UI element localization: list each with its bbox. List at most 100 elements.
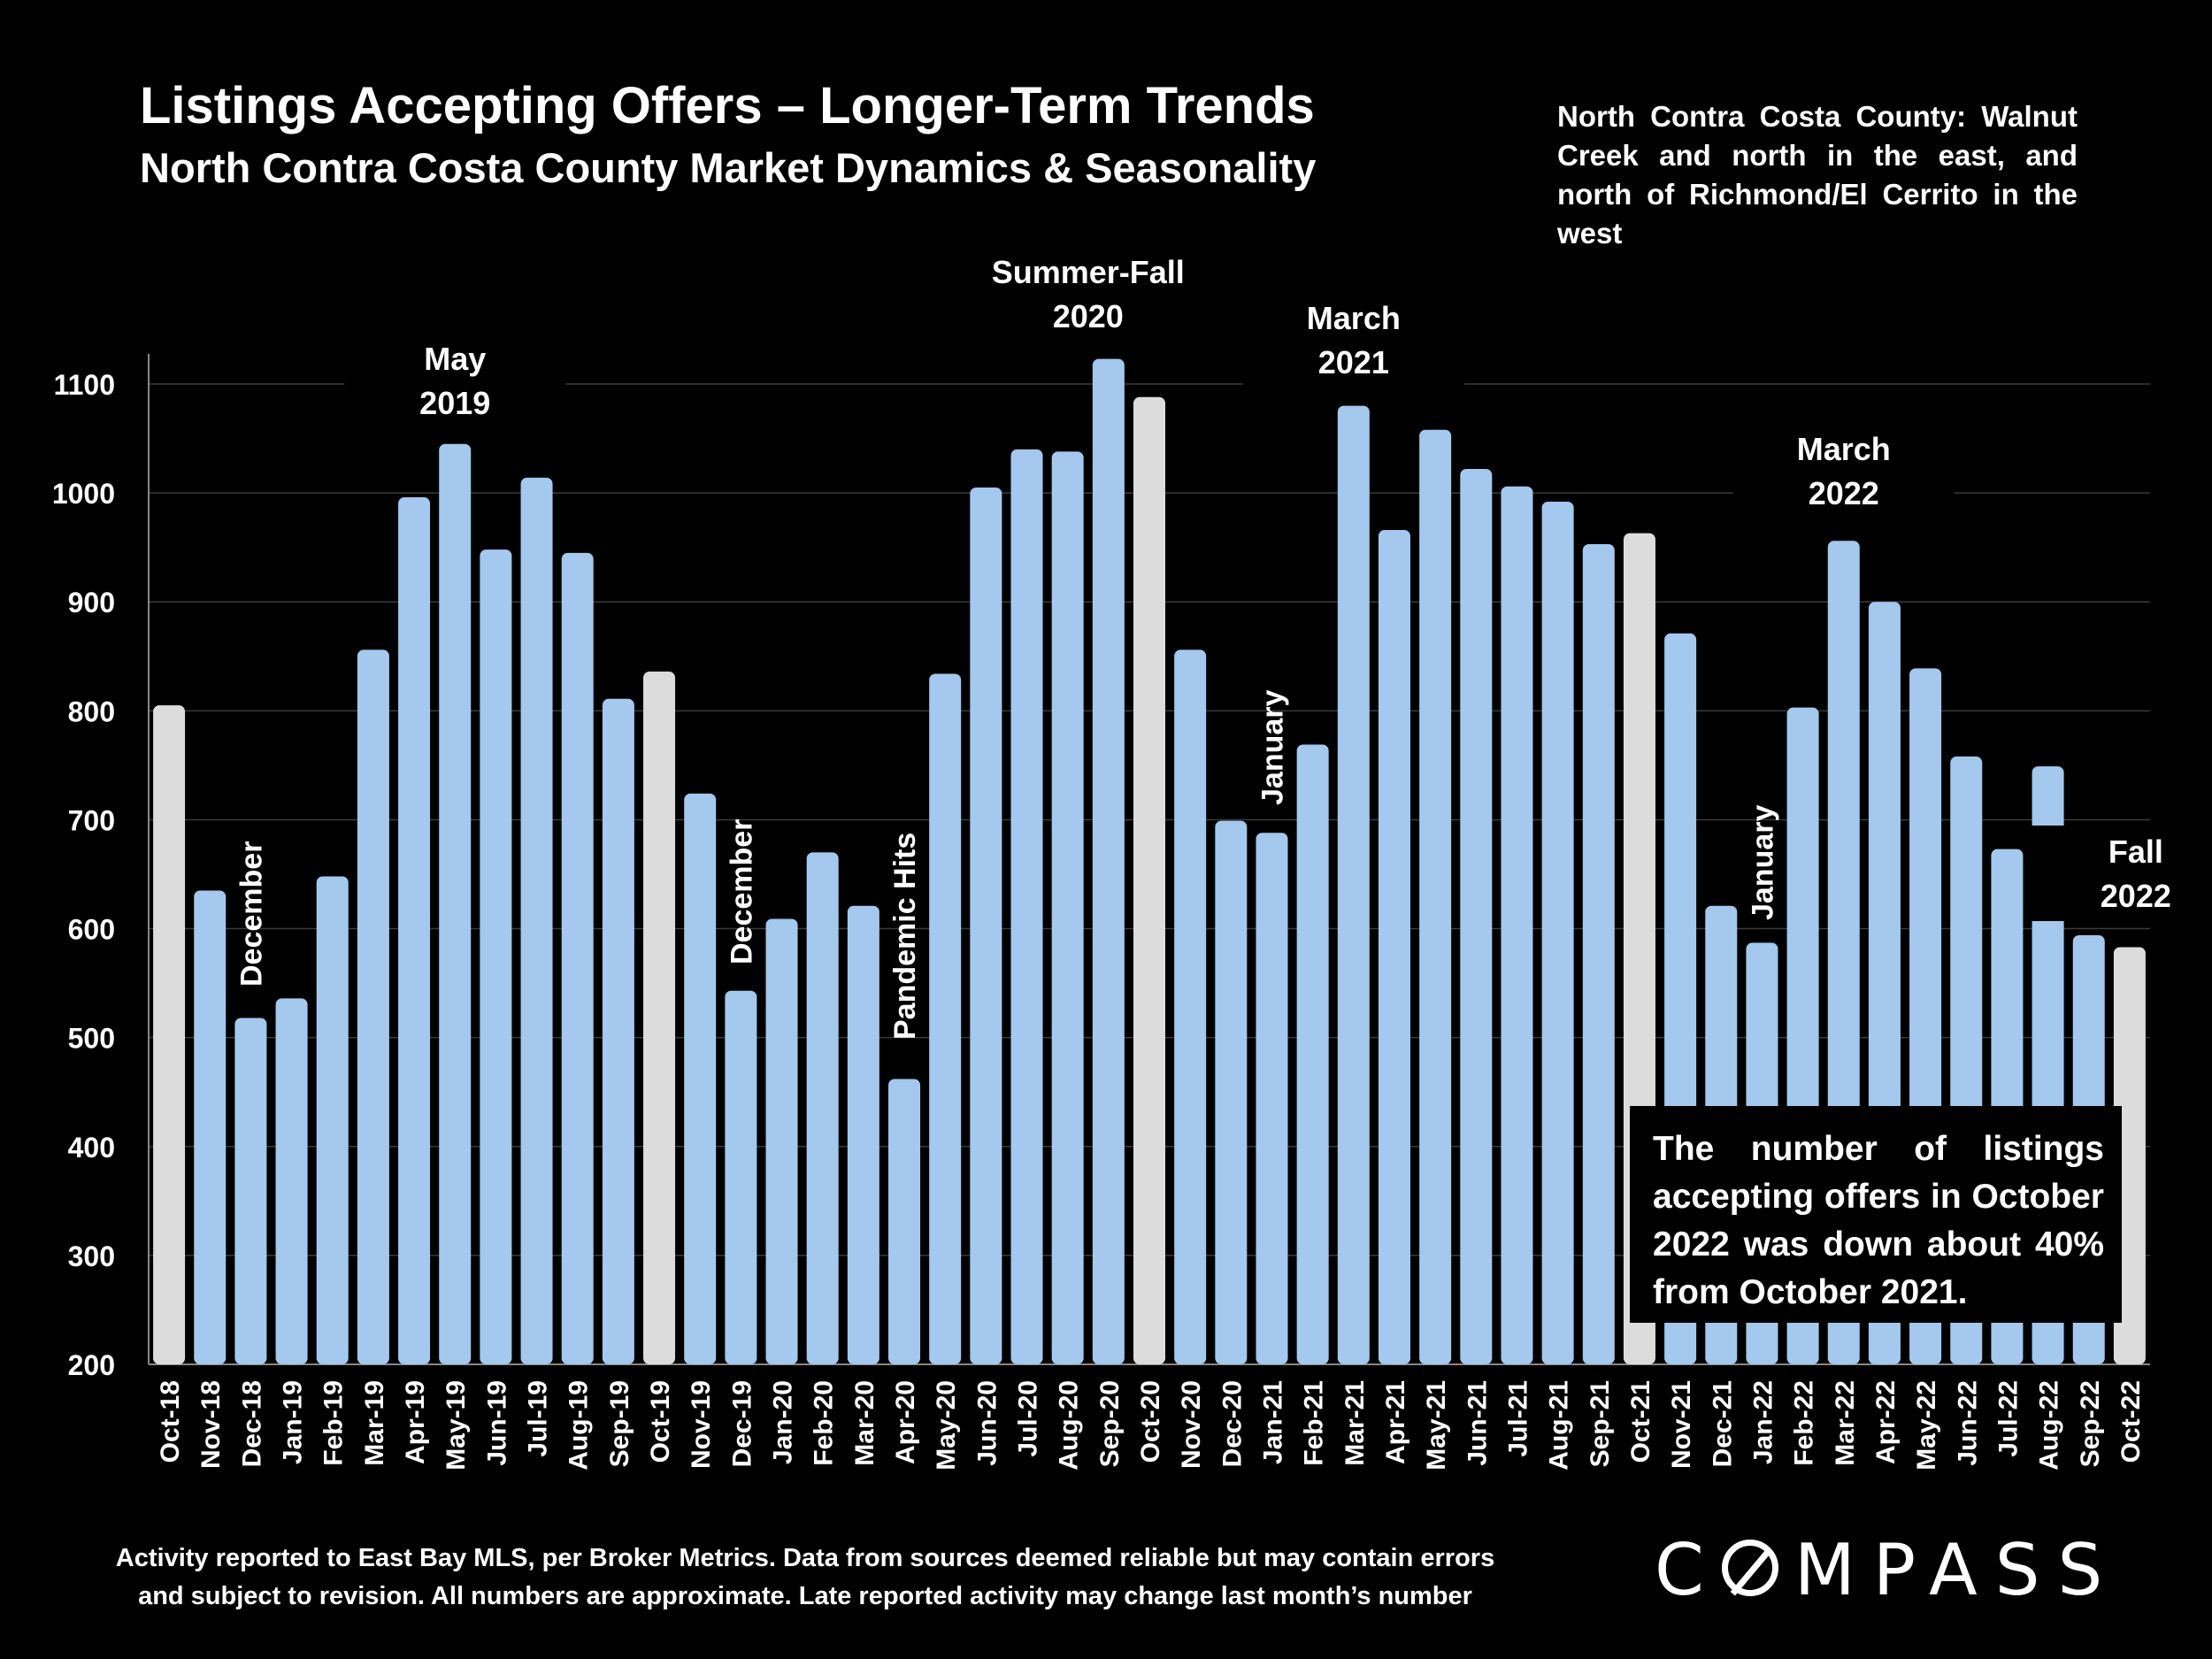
x-tick-label: Oct-19 [646, 1380, 675, 1463]
bar-aug-19 [561, 552, 594, 1364]
y-tick-label: 500 [68, 1023, 115, 1055]
x-tick-label: Aug-22 [2035, 1380, 2064, 1471]
x-tick-label: Jul-21 [1503, 1380, 1532, 1457]
bar-jun-20 [970, 487, 1002, 1364]
annotation-label: January [1746, 805, 1779, 920]
annotation-label: 2020 [1053, 298, 1124, 334]
bar-feb-21 [1296, 744, 1329, 1364]
annotation-label: 2019 [419, 385, 490, 421]
x-tick-label: Jun-21 [1463, 1380, 1492, 1466]
annotation-label: March [1797, 431, 1891, 467]
annotation-backing [344, 333, 566, 428]
bar-jan-21 [1256, 833, 1288, 1364]
bar-oct-19 [643, 672, 676, 1364]
x-tick-label: Sep-21 [1586, 1380, 1615, 1467]
bar-mar-20 [847, 905, 879, 1364]
x-tick-label: Mar-19 [360, 1380, 389, 1466]
region-note: North Contra Costa County: Walnut Creek … [1557, 100, 2078, 250]
x-tick-label: Feb-22 [1790, 1380, 1819, 1466]
bar-dec-19 [725, 990, 757, 1364]
y-tick-label: 900 [68, 587, 115, 618]
x-tick-label: Dec-21 [1708, 1380, 1737, 1467]
x-tick-label: Oct-18 [156, 1380, 185, 1463]
bar-may-20 [929, 673, 962, 1364]
x-tick-label: Jan-19 [279, 1380, 308, 1464]
x-tick-label: Nov-18 [196, 1380, 226, 1469]
x-tick-label: Oct-22 [2116, 1380, 2146, 1463]
x-tick-label: May-20 [932, 1380, 961, 1471]
y-tick-label: 1000 [52, 478, 115, 510]
bar-apr-19 [398, 497, 431, 1364]
y-tick-label: 800 [68, 695, 115, 727]
x-tick-label: Aug-21 [1545, 1380, 1574, 1471]
bar-mar-21 [1337, 405, 1370, 1365]
x-tick-label: Sep-20 [1095, 1380, 1125, 1467]
x-tick-label: Nov-20 [1177, 1380, 1206, 1469]
bar-sep-19 [602, 698, 634, 1364]
x-tick-label: Dec-19 [727, 1380, 757, 1467]
x-tick-label: May-22 [1912, 1380, 1941, 1471]
x-tick-label: Oct-20 [1136, 1380, 1165, 1463]
annotation-label: 2022 [2101, 878, 2171, 914]
source-note-line-1: Activity reported to East Bay MLS, per B… [115, 1544, 1495, 1572]
y-tick-label: 200 [68, 1349, 115, 1381]
x-tick-label: May-21 [1422, 1380, 1451, 1471]
y-tick-label: 400 [68, 1132, 115, 1164]
x-tick-label: Apr-19 [401, 1380, 430, 1464]
bar-chart: 200 300 400 500 600 700 800 900 1000 1100 Oct-18 No… [51, 254, 2212, 1471]
y-tick-label: 300 [68, 1240, 115, 1272]
x-tick-label: Mar-21 [1340, 1380, 1370, 1466]
chart-subtitle: North Contra Costa County Market Dynamic… [140, 144, 1317, 191]
x-tick-label: Jul-22 [1993, 1380, 2023, 1457]
bar-apr-20 [888, 1079, 921, 1364]
x-tick-label: Apr-20 [891, 1380, 920, 1464]
bar-sep-20 [1092, 358, 1125, 1364]
source-note-line-2: and subject to revision. All numbers are… [138, 1582, 1472, 1610]
bar-dec-20 [1215, 820, 1248, 1364]
bar-jul-20 [1010, 449, 1043, 1364]
x-tick-label: Nov-19 [687, 1380, 716, 1469]
annotation-backing [2024, 826, 2212, 921]
bar-nov-18 [194, 890, 227, 1364]
annotation-label: 2022 [1809, 475, 1879, 511]
y-tick-label: 600 [68, 914, 115, 946]
y-tick-label: 700 [68, 804, 115, 836]
bar-oct-20 [1133, 396, 1166, 1365]
bar-jan-19 [275, 998, 308, 1364]
logo-c: C [1655, 1529, 1722, 1611]
bar-oct-18 [153, 705, 186, 1364]
x-tick-label: Apr-22 [1871, 1380, 1901, 1464]
x-tick-label: Jan-21 [1258, 1380, 1287, 1464]
annotation-backing [1242, 292, 1464, 388]
bar-aug-20 [1051, 451, 1084, 1365]
chart-title: Listings Accepting Offers – Longer-Term … [140, 77, 1315, 134]
x-tick-label: Nov-21 [1667, 1380, 1696, 1469]
bar-sep-21 [1582, 543, 1615, 1364]
x-tick-label: Oct-21 [1626, 1380, 1655, 1463]
x-tick-label: Feb-20 [810, 1380, 839, 1466]
x-tick-label: May-19 [442, 1380, 471, 1471]
x-tick-label: Dec-20 [1217, 1380, 1247, 1467]
annotation-backing [1732, 423, 1955, 518]
bar-nov-19 [684, 793, 717, 1364]
bar-apr-21 [1378, 529, 1410, 1364]
logo-o-mark [1721, 1540, 1778, 1596]
bar-jul-21 [1501, 486, 1533, 1364]
x-tick-label: Jan-20 [769, 1380, 798, 1464]
annotation-label: January [1256, 690, 1289, 805]
bar-aug-21 [1541, 501, 1574, 1364]
x-tick-label: Sep-19 [605, 1380, 634, 1467]
bar-nov-20 [1174, 649, 1207, 1364]
logo-rest: MPASS [1793, 1529, 2121, 1611]
x-tick-label: Jun-22 [1953, 1380, 1982, 1466]
annotation-label: March [1307, 300, 1401, 336]
x-tick-label: Dec-18 [237, 1380, 266, 1467]
annotation-label: December [725, 819, 758, 964]
x-tick-label: Aug-20 [1055, 1380, 1084, 1471]
bar-jun-21 [1460, 469, 1493, 1364]
x-tick-label: Aug-19 [565, 1380, 594, 1471]
bar-jan-20 [765, 918, 798, 1364]
annotation-label: Fall [2108, 833, 2163, 870]
bar-may-19 [439, 443, 472, 1364]
bar-feb-20 [806, 852, 839, 1364]
